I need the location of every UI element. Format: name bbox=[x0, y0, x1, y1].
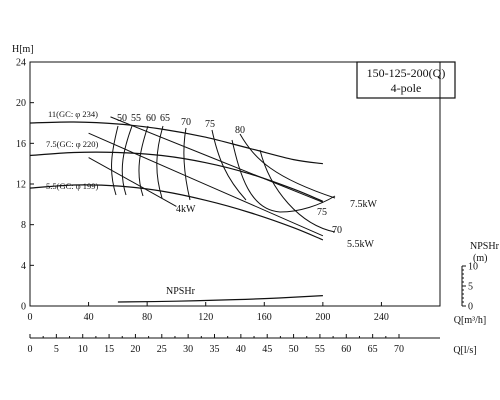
x2-tick-label: 70 bbox=[394, 344, 404, 355]
title-box: 150-125-200(Q) 4-pole bbox=[356, 61, 456, 99]
x2-tick-label: 35 bbox=[210, 344, 220, 355]
head-curve-label-3: 5.5(GC: φ 199) bbox=[46, 181, 99, 191]
x2-tick-label: 60 bbox=[341, 344, 351, 355]
x2-tick-label: 55 bbox=[315, 344, 325, 355]
x2-tick-label: 5 bbox=[54, 344, 59, 355]
npsh-tick-label: 0 bbox=[468, 302, 473, 313]
x2-tick-label: 15 bbox=[104, 344, 114, 355]
x2-tick-label: 20 bbox=[130, 344, 140, 355]
efficiency-line-9 bbox=[259, 149, 336, 233]
efficiency-label-9: 70 bbox=[332, 225, 342, 236]
efficiency-label-8: 75 bbox=[317, 207, 327, 218]
efficiency-label-7: 80 bbox=[235, 125, 245, 136]
y-tick-label: 4 bbox=[21, 261, 26, 272]
npsh-tick-label: 5 bbox=[468, 282, 473, 293]
x2-tick-label: 10 bbox=[78, 344, 88, 355]
efficiency-line-3 bbox=[138, 125, 149, 197]
efficiency-label-3: 60 bbox=[146, 113, 156, 124]
efficiency-line-4 bbox=[156, 125, 164, 199]
x2-tick-label: 0 bbox=[28, 344, 33, 355]
power-curve-label-1: 4kW bbox=[176, 204, 196, 215]
efficiency-line-8 bbox=[231, 139, 336, 213]
y-tick-label: 12 bbox=[16, 180, 26, 191]
efficiency-line-6 bbox=[211, 129, 247, 201]
x2-tick-label: 40 bbox=[236, 344, 246, 355]
x-tick-label: 40 bbox=[84, 312, 94, 323]
npsh-curve bbox=[117, 295, 323, 303]
efficiency-label-6: 75 bbox=[205, 119, 215, 130]
power-curve-3 bbox=[88, 132, 324, 237]
y-tick-label: 8 bbox=[21, 220, 26, 231]
npsh-axis-unit: (m) bbox=[473, 253, 487, 264]
npsh-curve-label: NPSHr bbox=[166, 286, 196, 297]
x2-tick-label: 50 bbox=[289, 344, 299, 355]
y-tick-label: 20 bbox=[16, 98, 26, 109]
efficiency-label-1: 50 bbox=[117, 113, 127, 124]
efficiency-line-2 bbox=[121, 125, 133, 196]
head-curve-label-2: 7.5(GC: φ 220) bbox=[46, 139, 99, 149]
title-box-frame bbox=[356, 61, 456, 99]
efficiency-line-5 bbox=[183, 127, 191, 201]
head-curve-1 bbox=[29, 121, 323, 165]
power-curve-label-3: 5.5kW bbox=[347, 239, 375, 250]
x-tick-label: 80 bbox=[142, 312, 152, 323]
npsh-tick-label: 10 bbox=[468, 262, 478, 273]
y-axis-label: H[m] bbox=[12, 44, 34, 55]
x-tick-label: 200 bbox=[315, 312, 330, 323]
efficiency-line-7 bbox=[239, 133, 336, 199]
x2-tick-label: 30 bbox=[183, 344, 193, 355]
y-tick-label: 16 bbox=[16, 139, 26, 150]
x-tick-label: 120 bbox=[198, 312, 213, 323]
power-curve-2 bbox=[110, 116, 324, 203]
x-tick-label: 240 bbox=[374, 312, 389, 323]
power-curve-label-2: 7.5kW bbox=[350, 199, 378, 210]
x-tick-label: 160 bbox=[257, 312, 272, 323]
efficiency-label-4: 65 bbox=[160, 113, 170, 124]
head-curve-label-1: 11(GC: φ 234) bbox=[48, 109, 98, 119]
power-curve-1 bbox=[88, 157, 177, 207]
x-tick-label: 0 bbox=[28, 312, 33, 323]
x2-tick-label: 45 bbox=[262, 344, 272, 355]
x2-axis-label: Q[l/s] bbox=[453, 345, 476, 356]
y-tick-label: 0 bbox=[21, 302, 26, 313]
x-axis-label: Q[m³/h] bbox=[454, 315, 486, 326]
efficiency-label-2: 55 bbox=[131, 113, 141, 124]
y-tick-label: 24 bbox=[16, 58, 26, 69]
chart-subtitle: 4-pole bbox=[391, 81, 422, 95]
chart-title: 150-125-200(Q) bbox=[367, 66, 446, 80]
npsh-axis-label: NPSHr bbox=[470, 241, 500, 252]
efficiency-line-1 bbox=[111, 125, 119, 196]
x2-tick-label: 65 bbox=[368, 344, 378, 355]
efficiency-label-5: 70 bbox=[181, 117, 191, 128]
head-curve-3 bbox=[29, 184, 324, 241]
x2-tick-label: 25 bbox=[157, 344, 167, 355]
